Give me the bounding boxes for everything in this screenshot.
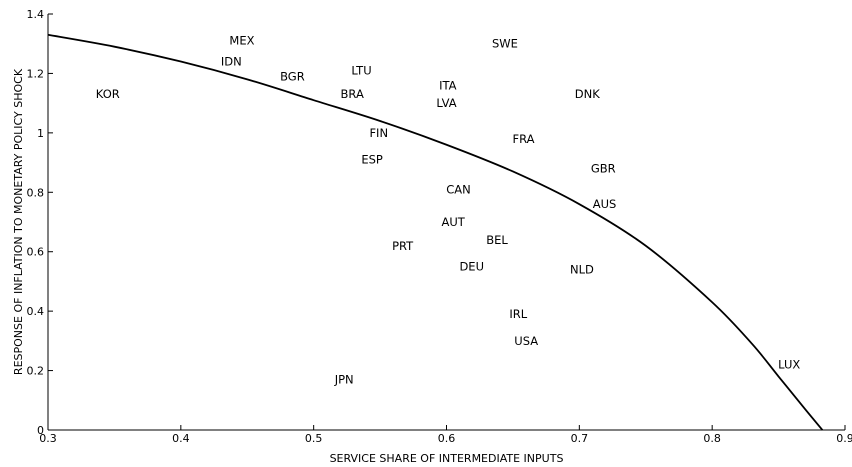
country-label-fra: FRA <box>513 132 535 146</box>
country-label-aut: AUT <box>441 215 465 229</box>
country-label-aus: AUS <box>593 197 617 211</box>
y-tick-label: 0.2 <box>27 365 45 378</box>
country-label-irl: IRL <box>509 307 527 321</box>
y-tick-label: 1.2 <box>27 67 45 80</box>
country-label-idn: IDN <box>221 55 242 69</box>
country-label-mex: MEX <box>229 34 254 48</box>
y-tick-label: 1.4 <box>27 8 45 21</box>
y-tick-label: 0.8 <box>27 186 45 199</box>
country-label-bra: BRA <box>341 87 364 101</box>
x-axis-ticks: 0.3 0.4 0.5 0.6 0.7 0.8 0.9 <box>39 425 852 445</box>
country-label-ltu: LTU <box>351 63 371 77</box>
fit-curve-layer <box>47 33 824 431</box>
y-axis-title: RESPONSE OF INFLATION TO MONETARY POLICY… <box>12 68 25 375</box>
x-tick-label: 0.8 <box>703 432 721 445</box>
x-tick-label: 0.5 <box>305 432 323 445</box>
country-label-nld: NLD <box>570 263 594 277</box>
country-label-bel: BEL <box>486 233 508 247</box>
country-label-bgr: BGR <box>280 69 305 83</box>
x-tick-label: 0.3 <box>39 432 57 445</box>
fit-curve-line <box>47 33 824 431</box>
y-tick-label: 0.6 <box>27 246 45 259</box>
country-label-esp: ESP <box>361 153 383 167</box>
country-label-prt: PRT <box>392 239 414 253</box>
y-axis-ticks: 0 0.2 0.4 0.6 0.8 1 1.2 1.4 <box>27 8 53 437</box>
x-tick-label: 0.4 <box>172 432 190 445</box>
country-label-lva: LVA <box>436 96 456 110</box>
country-label-jpn: JPN <box>334 372 354 386</box>
country-label-can: CAN <box>446 182 471 196</box>
x-axis-title: SERVICE SHARE OF INTERMEDIATE INPUTS <box>330 452 564 465</box>
country-label-lux: LUX <box>778 358 800 372</box>
country-label-ita: ITA <box>439 78 457 92</box>
country-label-usa: USA <box>514 334 538 348</box>
country-label-kor: KOR <box>96 87 120 101</box>
country-label-swe: SWE <box>492 37 518 51</box>
country-label-gbr: GBR <box>591 162 616 176</box>
x-tick-label: 0.9 <box>836 432 852 445</box>
x-tick-label: 0.7 <box>571 432 589 445</box>
country-label-dnk: DNK <box>575 87 600 101</box>
country-label-deu: DEU <box>459 260 484 274</box>
y-tick-label: 0.4 <box>27 305 45 318</box>
country-label-fin: FIN <box>369 126 388 140</box>
y-tick-label: 1 <box>37 127 44 140</box>
x-tick-label: 0.6 <box>438 432 456 445</box>
country-labels: KOR MEX IDN BGR LTU BRA SWE ITA LVA DNK FIN FRA ESP G… <box>96 34 801 387</box>
y-tick-label: 0 <box>37 424 44 437</box>
